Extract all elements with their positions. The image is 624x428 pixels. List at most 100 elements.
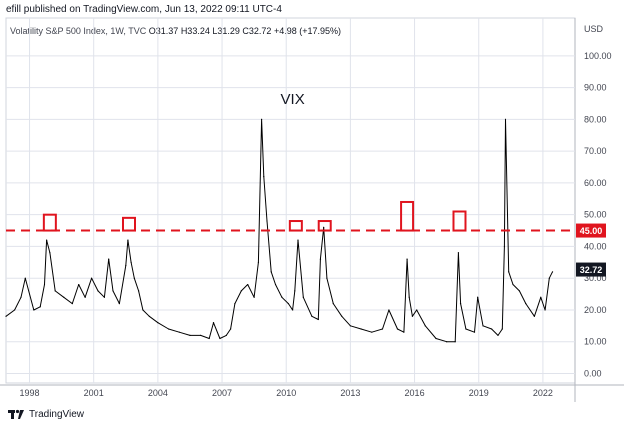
- data-point: [247, 283, 249, 286]
- data-point: [78, 283, 80, 286]
- data-point: [544, 309, 546, 311]
- data-point: [465, 328, 467, 330]
- y-tick-label: 30.00: [584, 273, 607, 283]
- data-point: [411, 315, 414, 317]
- data-point: [281, 296, 283, 298]
- data-point: [240, 290, 242, 292]
- threshold-price-tag: [576, 223, 606, 238]
- data-point: [548, 277, 550, 279]
- data-point: [501, 328, 503, 330]
- y-tick-label: 0.00: [584, 368, 602, 378]
- data-point: [219, 337, 221, 340]
- data-point: [263, 175, 265, 178]
- data-point: [326, 277, 328, 279]
- symbol-legend: Volatility S&P 500 Index, 1W, TVC O31.37…: [10, 26, 341, 36]
- data-point: [406, 258, 408, 260]
- publish-info: published on TradingView.com, Jun 13, 20…: [23, 4, 282, 15]
- x-tick-label: 2010: [276, 388, 296, 398]
- data-point: [457, 252, 460, 254]
- data-point: [253, 296, 255, 298]
- data-point: [459, 303, 462, 305]
- y-tick-label: 50.00: [584, 210, 607, 220]
- data-point: [130, 261, 132, 263]
- footer: TradingView: [8, 408, 84, 420]
- tradingview-logo-icon[interactable]: [8, 408, 24, 420]
- chart-title: VIX: [281, 91, 305, 108]
- data-point: [332, 303, 334, 305]
- data-point: [435, 337, 437, 340]
- x-tick-label: 1998: [20, 388, 40, 398]
- data-point: [71, 303, 73, 305]
- data-point: [317, 318, 319, 321]
- data-point: [208, 337, 210, 340]
- data-point: [118, 303, 120, 305]
- data-point: [408, 296, 410, 298]
- data-point: [148, 315, 150, 317]
- data-point: [127, 239, 129, 241]
- x-tick-label: 2013: [340, 388, 360, 398]
- x-tick-label: 2022: [533, 388, 553, 398]
- data-point: [490, 328, 493, 330]
- data-point: [302, 296, 304, 298]
- data-point: [20, 296, 22, 298]
- y-tick-label: 60.00: [584, 178, 607, 188]
- data-point: [381, 328, 384, 330]
- highlight-box: [42, 213, 57, 232]
- data-point: [482, 325, 484, 327]
- y-tick-label: 100.00: [584, 51, 612, 61]
- data-point: [323, 226, 325, 228]
- x-tick-label: 2007: [212, 388, 232, 398]
- y-tick-label: 10.00: [584, 337, 607, 347]
- data-point: [360, 328, 362, 330]
- tradingview-brand[interactable]: TradingView: [29, 408, 85, 420]
- data-point: [54, 290, 56, 292]
- data-point: [525, 303, 527, 305]
- data-point: [396, 328, 399, 330]
- data-point: [225, 334, 227, 336]
- highlight-box: [317, 220, 332, 232]
- data-point: [261, 118, 263, 120]
- x-tick-label: 2001: [84, 388, 104, 398]
- data-point: [454, 341, 456, 343]
- data-point: [416, 309, 418, 311]
- data-point: [311, 315, 313, 317]
- data-point: [200, 334, 202, 336]
- data-point: [274, 283, 277, 286]
- last-price-tag: [576, 262, 606, 277]
- data-point: [504, 118, 507, 120]
- data-point: [63, 296, 65, 298]
- data-point: [266, 220, 268, 222]
- data-point: [5, 315, 7, 317]
- data-point: [287, 303, 289, 305]
- x-tick-label: 2004: [148, 388, 168, 398]
- y-tick-label: 70.00: [584, 146, 607, 156]
- highlight-box: [400, 200, 415, 232]
- data-point: [167, 328, 170, 330]
- data-point: [294, 290, 296, 292]
- data-point: [257, 261, 260, 263]
- data-point: [518, 290, 520, 292]
- data-point: [349, 325, 351, 327]
- currency-label: USD: [584, 24, 604, 34]
- data-point: [512, 283, 514, 286]
- data-point: [371, 331, 373, 333]
- data-point: [540, 296, 542, 298]
- y-tick-label: 90.00: [584, 83, 607, 93]
- data-point: [497, 334, 499, 336]
- data-point: [424, 325, 426, 327]
- symbol-name: Volatility S&P 500 Index, 1W, TVC: [10, 26, 147, 36]
- data-point: [551, 271, 554, 273]
- data-point: [33, 309, 35, 311]
- author-name[interactable]: efill: [6, 4, 22, 15]
- highlight-box: [452, 210, 467, 232]
- data-point: [341, 315, 343, 317]
- open-value: O31.37: [148, 26, 179, 36]
- data-point: [503, 245, 506, 248]
- data-point: [292, 309, 294, 311]
- y-tick-label: 80.00: [584, 114, 607, 124]
- data-point: [39, 306, 41, 308]
- data-point: [112, 290, 114, 292]
- low-value: L31.29: [212, 26, 240, 36]
- last-price-label: 32.72: [580, 265, 603, 275]
